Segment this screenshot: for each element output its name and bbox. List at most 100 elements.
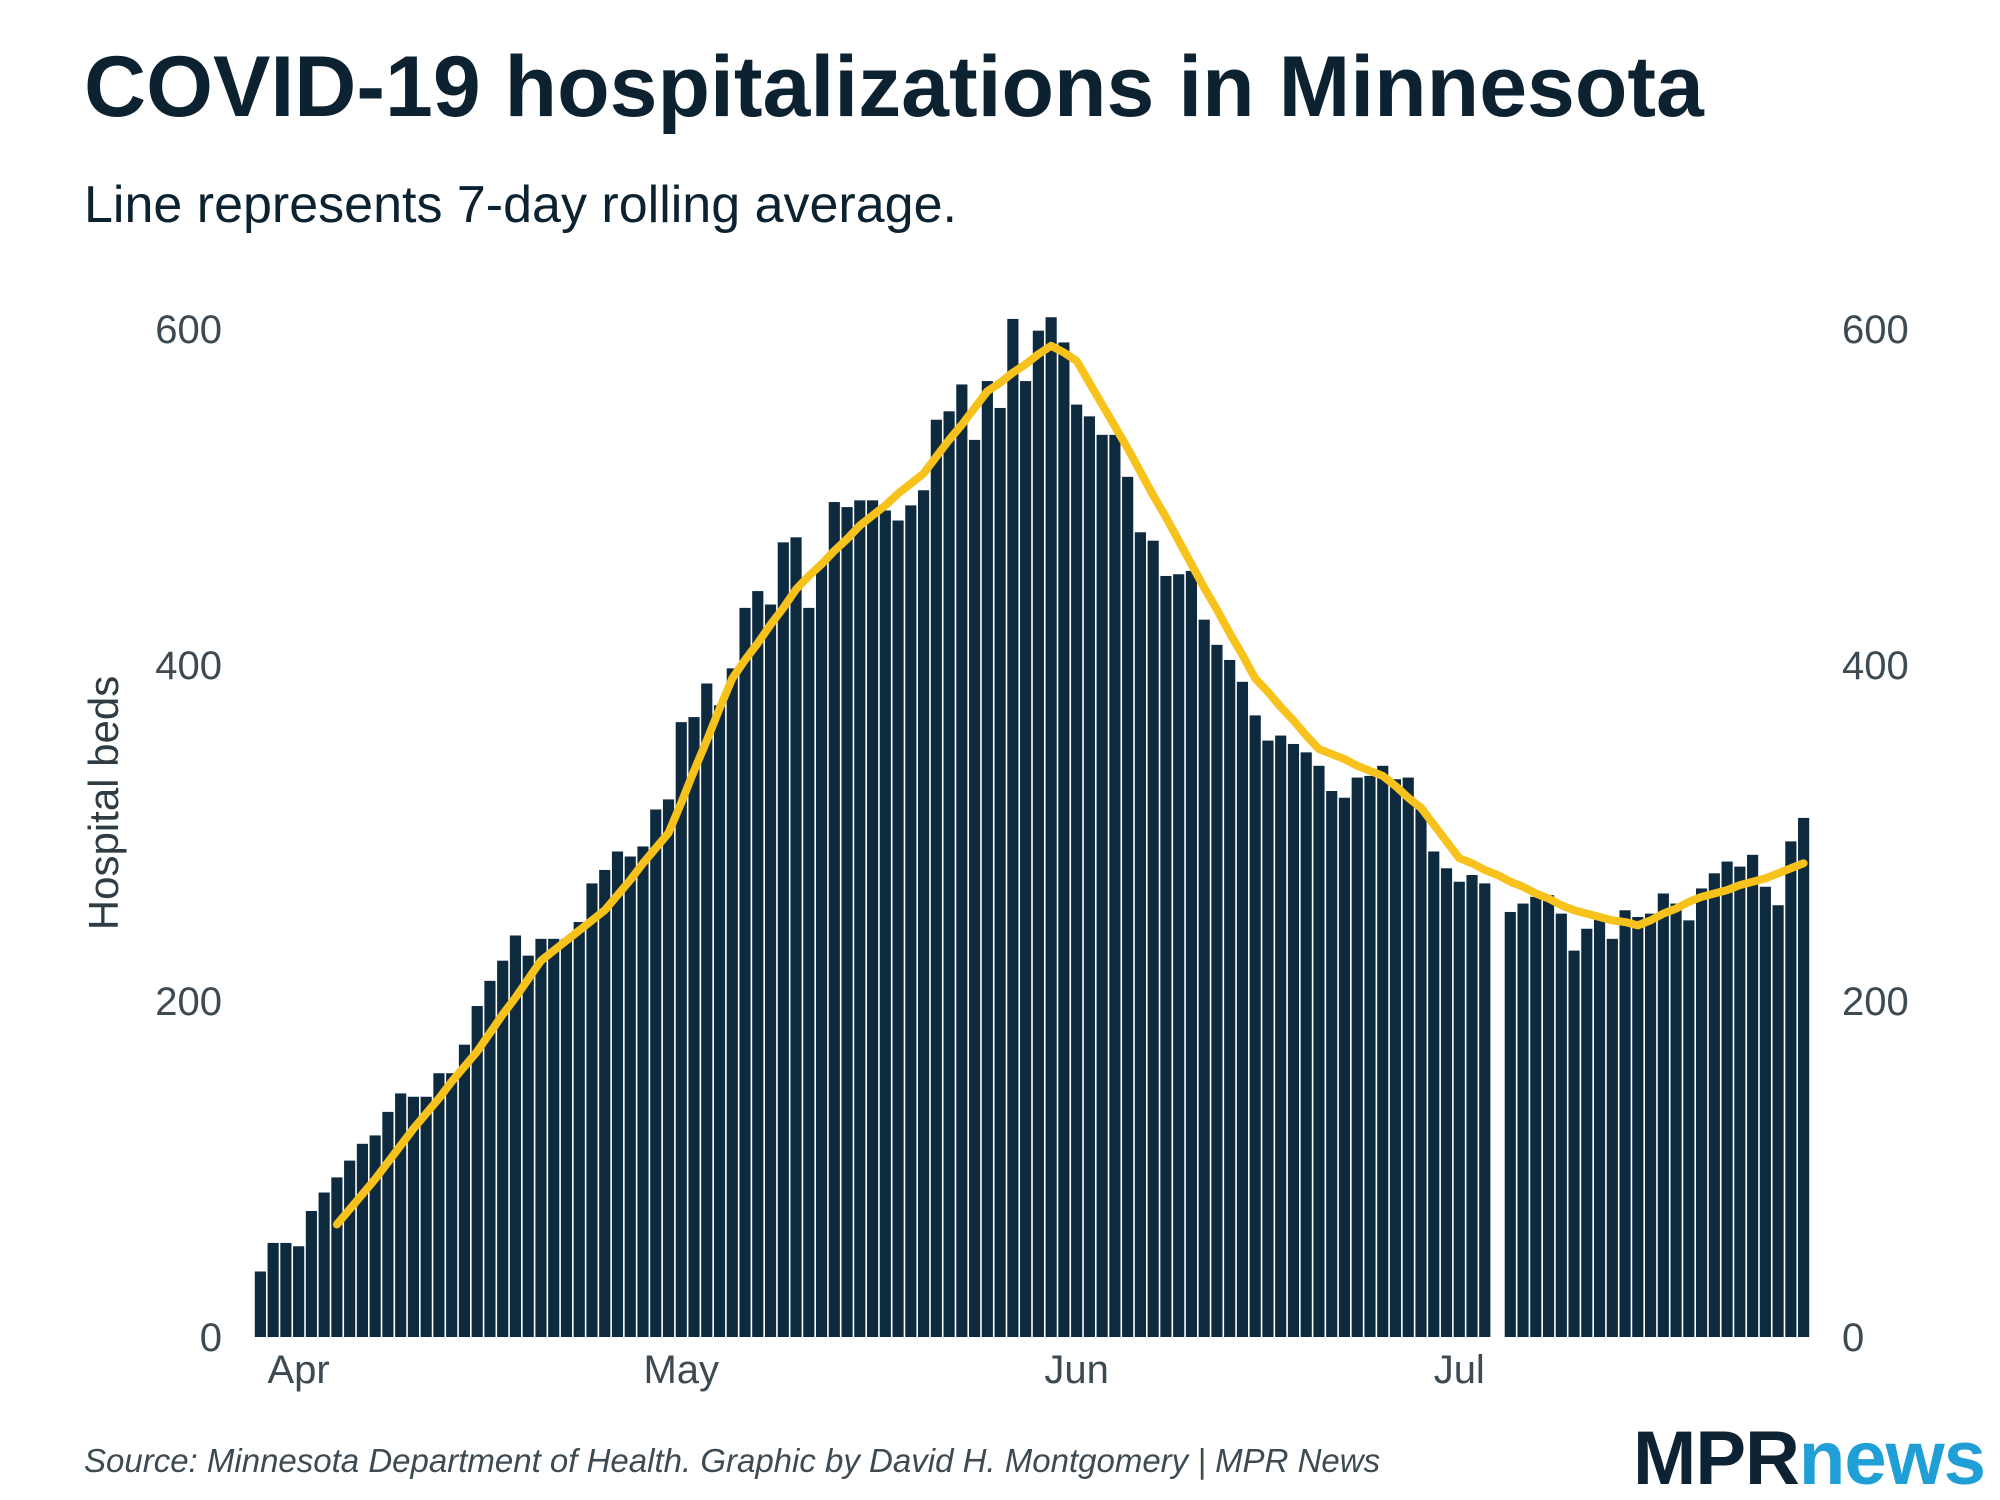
bar [471, 1006, 483, 1337]
bar [1338, 797, 1351, 1337]
bar [1083, 416, 1095, 1337]
bar [1696, 888, 1708, 1337]
bar [1632, 917, 1644, 1337]
bar [344, 1160, 356, 1337]
bar [548, 938, 560, 1337]
logo-news: news [1799, 1416, 1985, 1500]
bar [930, 419, 942, 1338]
bar [560, 938, 573, 1337]
bar [956, 384, 968, 1337]
bar [1517, 903, 1529, 1337]
bar [1453, 881, 1465, 1337]
bar [739, 607, 751, 1337]
bar [701, 683, 713, 1337]
bar [777, 542, 789, 1337]
y2-tick-label: 600 [1842, 308, 1909, 352]
bar [841, 507, 853, 1338]
bar [1593, 915, 1606, 1337]
bar [879, 510, 891, 1337]
bar [1734, 866, 1746, 1337]
bar [662, 799, 675, 1337]
bar [446, 1073, 458, 1337]
bar [1236, 681, 1249, 1337]
bar [535, 938, 547, 1337]
bar [1262, 740, 1274, 1337]
bar [1721, 861, 1733, 1337]
bar [1275, 735, 1287, 1337]
y-tick-label: 600 [155, 308, 222, 352]
bar [254, 1271, 266, 1337]
bar [1071, 404, 1083, 1338]
bar [892, 520, 904, 1337]
bar [407, 1096, 420, 1337]
bar [1007, 318, 1019, 1337]
bar [1402, 777, 1414, 1337]
x-tick-label: Jul [1434, 1348, 1485, 1392]
bar [637, 846, 649, 1337]
rolling-average-line [332, 341, 1808, 1229]
bar [395, 1093, 407, 1337]
bar [1747, 854, 1759, 1337]
y-tick-label: 400 [155, 644, 222, 688]
chart-subtitle: Line represents 7-day rolling average. [84, 176, 957, 234]
bar [1428, 851, 1440, 1337]
bar [803, 607, 815, 1337]
bar [1542, 895, 1555, 1337]
bar [1045, 317, 1057, 1337]
bar [420, 1096, 432, 1337]
bar [318, 1192, 330, 1337]
bar [1313, 765, 1325, 1337]
bar [1568, 950, 1580, 1337]
y2-tick-label: 0 [1842, 1316, 1864, 1360]
bar [1466, 875, 1478, 1337]
bar [1415, 807, 1427, 1337]
bar [726, 668, 738, 1337]
bar [1759, 886, 1771, 1337]
y-tick-label: 200 [155, 980, 222, 1024]
bar [1351, 777, 1363, 1337]
y2-tick-label: 400 [1842, 644, 1909, 688]
logo: MPRnews [1633, 1416, 1985, 1500]
logo-mpr: MPR [1633, 1416, 1799, 1500]
bar [1160, 575, 1172, 1337]
bar [1211, 644, 1223, 1337]
bar [611, 851, 624, 1337]
bar [1096, 434, 1108, 1338]
bar [1185, 570, 1198, 1337]
bar [267, 1242, 279, 1337]
y-tick-label: 0 [200, 1316, 222, 1360]
bar [1389, 779, 1402, 1337]
bar [484, 980, 496, 1337]
bar [1249, 715, 1261, 1337]
bar [1798, 817, 1810, 1337]
bar [981, 381, 993, 1338]
bar [713, 705, 726, 1337]
bar [509, 935, 522, 1337]
bar [1785, 841, 1797, 1337]
bar [280, 1242, 292, 1337]
bar [458, 1044, 471, 1337]
bar [1530, 896, 1542, 1337]
bar [497, 960, 509, 1337]
bar [1670, 903, 1682, 1337]
bar [1377, 765, 1389, 1337]
bar [764, 604, 777, 1337]
bar [1479, 883, 1491, 1337]
bar [1020, 381, 1032, 1338]
bar [1581, 928, 1593, 1337]
bar [1555, 913, 1567, 1337]
bar [433, 1073, 445, 1337]
bar [1058, 342, 1070, 1337]
bar [356, 1143, 368, 1337]
x-tick-label: Jun [1044, 1348, 1109, 1392]
bar [369, 1135, 381, 1337]
bar [1504, 911, 1516, 1337]
y-axis-label: Hospital beds [80, 676, 127, 930]
bar [1109, 434, 1121, 1338]
bar [624, 856, 636, 1337]
bar [382, 1111, 394, 1337]
bar [1772, 905, 1784, 1337]
bar [1619, 910, 1631, 1337]
bar [790, 537, 802, 1337]
